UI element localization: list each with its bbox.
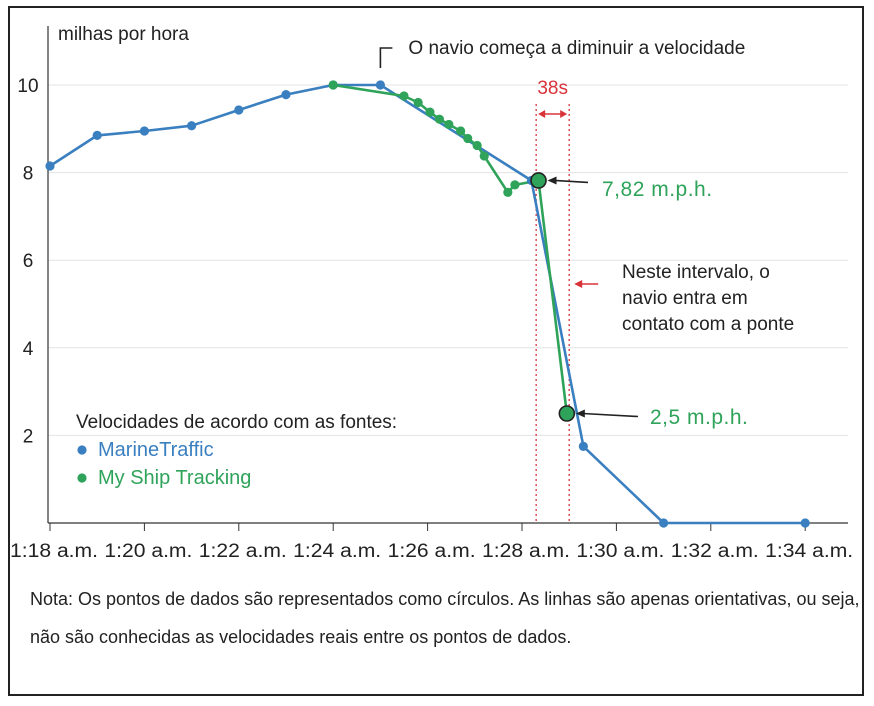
data-point-myshiptracking xyxy=(399,91,409,101)
y-tick-label: 10 xyxy=(17,76,38,97)
contact-annotation-line: navio entra em xyxy=(622,288,748,309)
legend: Velocidades de acordo com as fontes: Mari… xyxy=(76,412,397,489)
highlighted-value-label: 2,5 m.p.h. xyxy=(650,406,748,429)
data-point-marinetraffic xyxy=(234,105,244,115)
annotations: O navio começa a diminuir a velocidade 7,… xyxy=(379,38,794,429)
x-tick-label: 1:22 a.m. xyxy=(199,541,287,562)
chart-frame: 2 4 6 8 10 milhas por hora 1:18 a.m. 1:20 a.m. 1… xyxy=(8,6,864,696)
interval-arrow-head-right xyxy=(560,110,568,118)
x-tick-label: 1:32 a.m. xyxy=(671,541,759,562)
x-tick-label: 1:18 a.m. xyxy=(10,541,98,562)
data-point-myshiptracking xyxy=(328,80,338,90)
y-tick-label: 6 xyxy=(23,251,34,272)
x-tick-label: 1:34 a.m. xyxy=(765,541,853,562)
footnote: Nota: Os pontos de dados são representad… xyxy=(30,589,860,647)
contact-annotation-line: Neste intervalo, o xyxy=(622,262,770,283)
highlighted-value-label: 7,82 m.p.h. xyxy=(602,178,713,201)
slowdown-bracket xyxy=(379,47,393,68)
legend-marker-myshiptracking xyxy=(77,473,87,483)
highlighted-point xyxy=(530,172,547,189)
slowdown-annotation: O navio começa a diminuir a velocidade xyxy=(408,38,745,59)
data-point-myshiptracking xyxy=(510,180,520,190)
legend-label-marinetraffic: MarineTraffic xyxy=(98,439,214,461)
series-points xyxy=(45,80,810,528)
interval-label: 38s xyxy=(537,78,568,99)
data-point-marinetraffic xyxy=(92,130,102,140)
value-arrow-line xyxy=(582,412,639,418)
data-point-marinetraffic xyxy=(800,518,810,528)
data-point-myshiptracking xyxy=(434,114,444,124)
value-arrow-head xyxy=(575,409,585,418)
data-point-marinetraffic xyxy=(139,126,149,136)
contact-annotation-line: contato com a ponte xyxy=(622,314,794,335)
x-tick-label: 1:24 a.m. xyxy=(293,541,381,562)
y-tick-label: 2 xyxy=(23,426,34,447)
grid-lines xyxy=(48,84,848,436)
x-tick-label: 1:28 a.m. xyxy=(482,541,570,562)
legend-label-myshiptracking: My Ship Tracking xyxy=(98,467,251,489)
legend-title: Velocidades de acordo com as fontes: xyxy=(76,412,397,433)
data-point-marinetraffic xyxy=(578,441,588,451)
x-tick-label: 1:30 a.m. xyxy=(576,541,664,562)
interval-markers: 38s xyxy=(535,78,570,523)
y-tick-label: 4 xyxy=(23,339,34,360)
contact-arrow-head xyxy=(574,280,583,288)
data-point-myshiptracking xyxy=(413,97,423,108)
data-point-myshiptracking xyxy=(456,126,466,136)
data-point-marinetraffic xyxy=(375,80,385,90)
data-point-myshiptracking xyxy=(472,140,482,151)
interval-arrow-head-left xyxy=(538,110,546,118)
series-line-myshiptracking xyxy=(333,83,569,414)
axes: 2 4 6 8 10 milhas por hora 1:18 a.m. 1:20 a.m. 1… xyxy=(10,24,853,562)
series-line-marinetraffic xyxy=(49,83,806,525)
data-point-marinetraffic xyxy=(281,90,291,100)
data-point-marinetraffic xyxy=(659,518,669,528)
y-axis-title: milhas por hora xyxy=(58,24,189,45)
data-point-myshiptracking xyxy=(479,151,489,161)
speed-chart: 2 4 6 8 10 milhas por hora 1:18 a.m. 1:20 a.m. 1… xyxy=(10,24,853,562)
y-tick-label: 8 xyxy=(23,164,34,185)
x-tick-label: 1:26 a.m. xyxy=(388,541,476,562)
data-point-marinetraffic xyxy=(187,121,197,131)
value-arrow-head xyxy=(547,176,557,185)
data-point-myshiptracking xyxy=(425,107,435,117)
legend-marker-marinetraffic xyxy=(77,445,87,455)
data-point-myshiptracking xyxy=(463,133,473,144)
highlighted-point xyxy=(558,405,576,422)
data-point-myshiptracking xyxy=(503,187,513,197)
data-point-myshiptracking xyxy=(444,119,454,130)
value-arrow-line xyxy=(554,179,589,184)
x-tick-label: 1:20 a.m. xyxy=(104,541,192,562)
data-point-marinetraffic xyxy=(45,161,55,171)
